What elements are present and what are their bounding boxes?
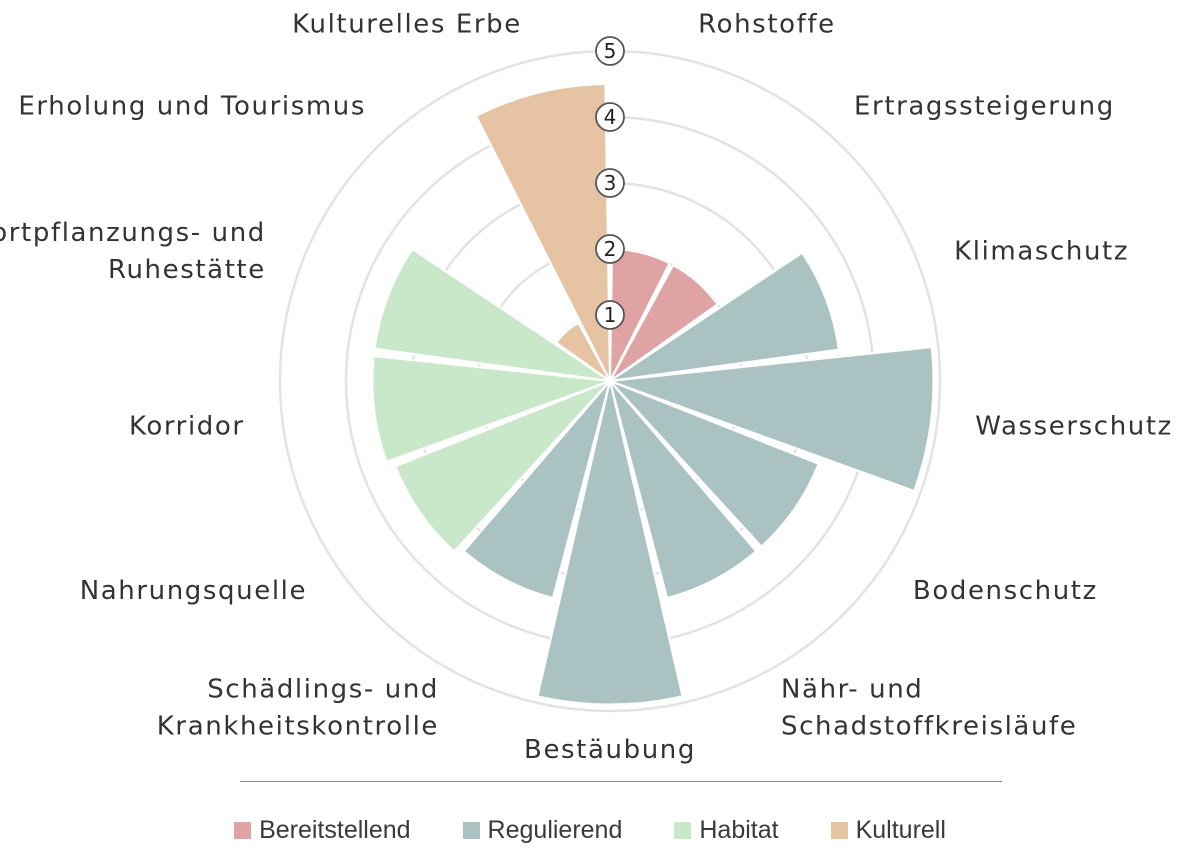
tick-label: 1 <box>604 303 617 327</box>
legend-item-bereitstellend: Bereitstellend <box>234 815 411 845</box>
category-label: Wasserschutz <box>975 411 1173 441</box>
wedge-ertragssteigerung <box>609 263 719 382</box>
tick-badge: 4 <box>595 102 625 132</box>
wedge-bodenschutz <box>609 380 820 549</box>
legend: Bereitstellend Regulierend Habitat Kultu… <box>0 812 1180 848</box>
category-label: Bestäubung <box>524 735 696 765</box>
wedge-korridor <box>371 354 611 464</box>
tick-badge: 5 <box>595 36 625 66</box>
tick-circle <box>595 102 625 132</box>
wedge-kulturelles-erbe <box>474 83 611 382</box>
category-label: Nähr- und Schadstoffkreisläufe <box>781 674 1077 741</box>
legend-swatch-bereitstellend <box>234 821 252 839</box>
category-label: Nahrungsquelle <box>80 576 307 606</box>
wedge-nahrungsquelle <box>394 380 611 553</box>
wedge-wasserschutz <box>609 345 935 493</box>
legend-label-habitat: Habitat <box>699 815 779 844</box>
legend-swatch-habitat <box>674 821 692 839</box>
legend-divider <box>240 781 1002 782</box>
wedge-klimaschutz <box>609 251 840 382</box>
legend-label-bereitstellend: Bereitstellend <box>259 815 411 844</box>
category-label: Rohstoffe <box>698 10 836 40</box>
legend-item-habitat: Habitat <box>674 815 779 845</box>
tick-badge: 1 <box>595 300 625 330</box>
tick-circle <box>595 36 625 66</box>
category-label: Korridor <box>129 411 245 441</box>
legend-label-kulturell: Kulturell <box>855 815 946 844</box>
tick-label: 2 <box>604 237 617 261</box>
tick-label: 3 <box>604 171 617 195</box>
tick-badge: 2 <box>595 234 625 264</box>
category-label: Kulturelles Erbe <box>292 10 522 40</box>
tick-label: 5 <box>604 39 617 63</box>
tick-circle <box>595 234 625 264</box>
category-label: Bodenschutz <box>913 576 1098 606</box>
tick-circle <box>595 168 625 198</box>
wedge-bestäubung <box>536 380 684 706</box>
wedge-nähr-und-schadstoffkreisläufe <box>609 380 758 600</box>
category-label: Erholung und Tourismus <box>18 92 366 122</box>
legend-swatch-kulturell <box>830 821 848 839</box>
legend-item-kulturell: Kulturell <box>830 815 946 845</box>
category-label: Fortpflanzungs- und Ruhestätte <box>0 218 266 285</box>
legend-label-regulierend: Regulierend <box>487 815 623 844</box>
legend-item-regulierend: Regulierend <box>462 815 623 845</box>
legend-swatch-regulierend <box>462 821 480 839</box>
category-label: Ertragssteigerung <box>854 92 1115 122</box>
wedge-erholung-und-tourismus <box>554 321 611 382</box>
wedge-fortpflanzungs-und-ruhestätte <box>373 247 611 382</box>
category-label: Klimaschutz <box>954 237 1129 267</box>
tick-badge: 3 <box>595 168 625 198</box>
category-label: Schädlings- und Krankheitskontrolle <box>157 674 439 741</box>
wedge-schädlings-und-krankheitskontrolle <box>462 380 611 600</box>
tick-label: 4 <box>604 105 617 129</box>
tick-circle <box>595 300 625 330</box>
